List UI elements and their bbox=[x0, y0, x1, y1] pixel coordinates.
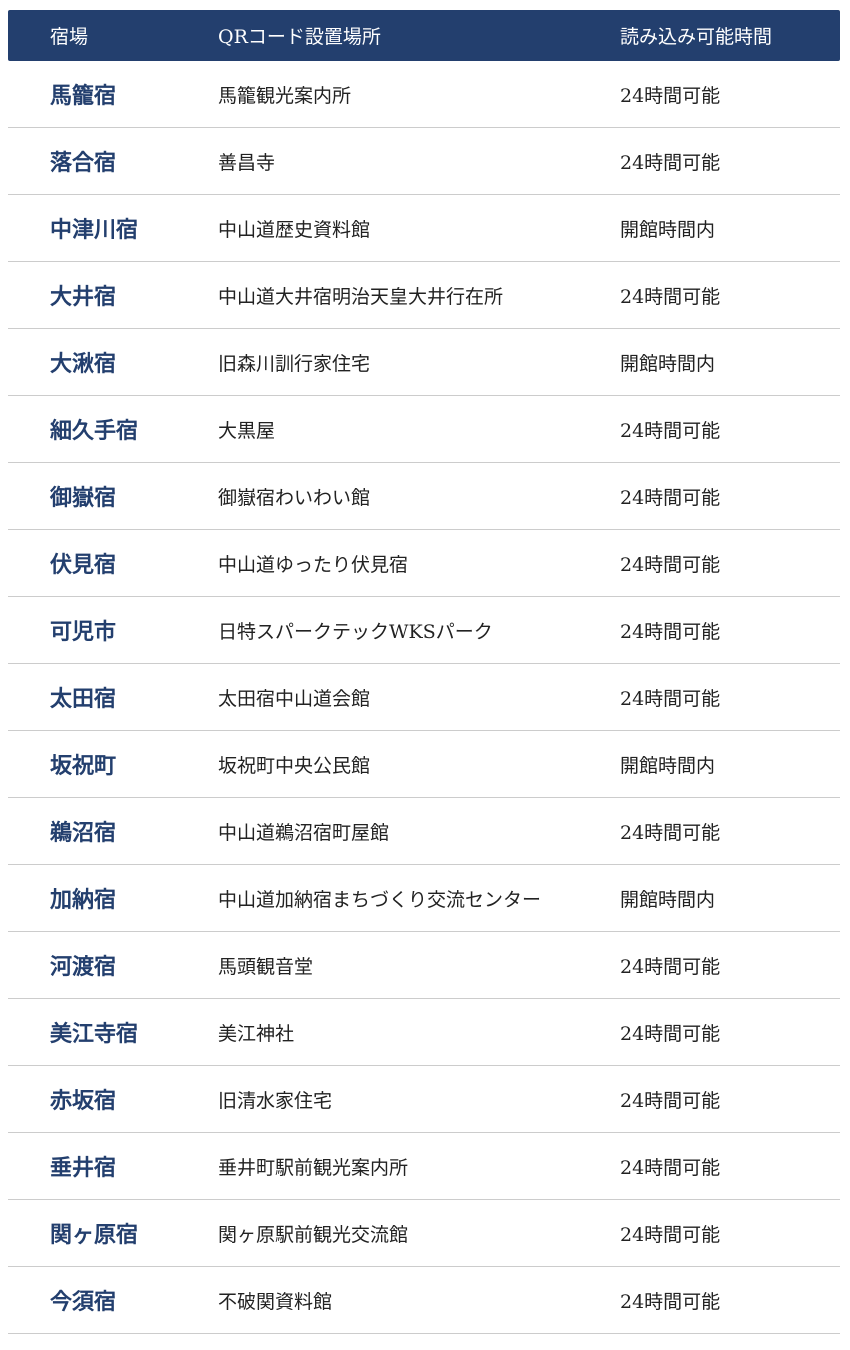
cell: 開館時間内 bbox=[620, 352, 716, 375]
cell: 大井宿 bbox=[50, 284, 117, 310]
cell: 中津川宿 bbox=[50, 217, 139, 243]
cell: 今須宿 bbox=[50, 1289, 117, 1315]
cell: 太田宿中山道会館 bbox=[218, 687, 371, 710]
cell: 旧清水家住宅 bbox=[218, 1089, 333, 1112]
cell: 24時間可能 bbox=[620, 285, 721, 308]
cell: 坂祝町中央公民館 bbox=[218, 754, 371, 777]
cell: 坂祝町 bbox=[50, 753, 117, 779]
cell: 美江神社 bbox=[218, 1022, 295, 1045]
cell: 開館時間内 bbox=[620, 218, 716, 241]
cell: 24時間可能 bbox=[620, 687, 721, 710]
cell: 24時間可能 bbox=[620, 419, 721, 442]
cell: 中山道大井宿明治天皇大井行在所 bbox=[218, 285, 504, 308]
table-row: 中津川宿 中山道歴史資料館 開館時間内 bbox=[8, 195, 840, 262]
table-row: 今須宿 不破関資料館 24時間可能 bbox=[8, 1267, 840, 1334]
table-row: 太田宿 太田宿中山道会館 24時間可能 bbox=[8, 664, 840, 731]
cell: 日特スパークテックWKSパーク bbox=[218, 620, 493, 643]
table-row: 垂井宿 垂井町駅前観光案内所 24時間可能 bbox=[8, 1133, 840, 1200]
cell: 24時間可能 bbox=[620, 955, 721, 978]
cell: 大湫宿 bbox=[50, 351, 117, 377]
table-row: 関ヶ原宿 関ヶ原駅前観光交流館 24時間可能 bbox=[8, 1200, 840, 1267]
cell: 可児市 bbox=[50, 619, 117, 645]
cell: 24時間可能 bbox=[620, 553, 721, 576]
cell: 美江寺宿 bbox=[50, 1021, 139, 1047]
cell: 河渡宿 bbox=[50, 954, 117, 980]
cell: 赤坂宿 bbox=[50, 1088, 117, 1114]
table-row: 細久手宿 大黒屋 24時間可能 bbox=[8, 396, 840, 463]
cell: 中山道加納宿まちづくり交流センター bbox=[218, 888, 542, 911]
table-row: 御嶽宿 御嶽宿わいわい館 24時間可能 bbox=[8, 463, 840, 530]
cell: 24時間可能 bbox=[620, 1223, 721, 1246]
cell: 開館時間内 bbox=[620, 754, 716, 777]
table-row: 赤坂宿 旧清水家住宅 24時間可能 bbox=[8, 1066, 840, 1133]
cell: 御嶽宿わいわい館 bbox=[218, 486, 371, 509]
cell: 不破関資料館 bbox=[218, 1290, 333, 1313]
cell: 関ヶ原駅前観光交流館 bbox=[218, 1223, 409, 1246]
table-row: 坂祝町 坂祝町中央公民館 開館時間内 bbox=[8, 731, 840, 798]
cell: 大黒屋 bbox=[218, 419, 276, 442]
cell: 落合宿 bbox=[50, 150, 117, 176]
cell: 細久手宿 bbox=[50, 418, 139, 444]
table-row: 美江寺宿 美江神社 24時間可能 bbox=[8, 999, 840, 1066]
cell: 馬籠宿 bbox=[50, 83, 117, 109]
cell: 24時間可能 bbox=[620, 1290, 721, 1313]
cell: 加納宿 bbox=[50, 887, 117, 913]
table-row: 可児市 日特スパークテックWKSパーク 24時間可能 bbox=[8, 597, 840, 664]
cell: 馬籠観光案内所 bbox=[218, 84, 352, 107]
cell: 24時間可能 bbox=[620, 151, 721, 174]
cell: 開館時間内 bbox=[620, 888, 716, 911]
table-row: 馬籠宿 馬籠観光案内所 24時間可能 bbox=[8, 61, 840, 128]
cell: 24時間可能 bbox=[620, 486, 721, 509]
cell: 旧森川訓行家住宅 bbox=[218, 352, 371, 375]
cell: 中山道ゆったり伏見宿 bbox=[218, 553, 409, 576]
cell: 垂井宿 bbox=[50, 1155, 117, 1181]
header-cell: 宿場 bbox=[50, 26, 89, 48]
table-row: 鵜沼宿 中山道鵜沼宿町屋館 24時間可能 bbox=[8, 798, 840, 865]
cell: 太田宿 bbox=[50, 686, 117, 712]
cell: 善昌寺 bbox=[218, 151, 276, 174]
cell: 24時間可能 bbox=[620, 1089, 721, 1112]
cell: 24時間可能 bbox=[620, 1022, 721, 1045]
header-cell: QRコード設置場所 bbox=[218, 26, 381, 48]
table-row: 大井宿 中山道大井宿明治天皇大井行在所 24時間可能 bbox=[8, 262, 840, 329]
cell: 関ヶ原宿 bbox=[50, 1222, 139, 1248]
table-row: 大湫宿 旧森川訓行家住宅 開館時間内 bbox=[8, 329, 840, 396]
cell: 24時間可能 bbox=[620, 1156, 721, 1179]
table-row: 河渡宿 馬頭観音堂 24時間可能 bbox=[8, 932, 840, 999]
table-header: 宿場 QRコード設置場所 読み込み可能時間 bbox=[8, 10, 840, 61]
cell: 馬頭観音堂 bbox=[218, 955, 314, 978]
table: 宿場 QRコード設置場所 読み込み可能時間 馬籠宿 馬籠観光案内所 24時間可能 落合宿 善昌… bbox=[8, 10, 840, 1334]
table-row: 落合宿 善昌寺 24時間可能 bbox=[8, 128, 840, 195]
cell: 中山道歴史資料館 bbox=[218, 218, 371, 241]
cell: 垂井町駅前観光案内所 bbox=[218, 1156, 409, 1179]
table-row: 伏見宿 中山道ゆったり伏見宿 24時間可能 bbox=[8, 530, 840, 597]
cell: 24時間可能 bbox=[620, 620, 721, 643]
cell: 鵜沼宿 bbox=[50, 820, 117, 846]
cell: 24時間可能 bbox=[620, 84, 721, 107]
cell: 御嶽宿 bbox=[50, 485, 117, 511]
table-row: 加納宿 中山道加納宿まちづくり交流センター 開館時間内 bbox=[8, 865, 840, 932]
header-cell: 読み込み可能時間 bbox=[620, 26, 773, 48]
cell: 24時間可能 bbox=[620, 821, 721, 844]
cell: 中山道鵜沼宿町屋館 bbox=[218, 821, 390, 844]
cell: 伏見宿 bbox=[50, 552, 117, 578]
